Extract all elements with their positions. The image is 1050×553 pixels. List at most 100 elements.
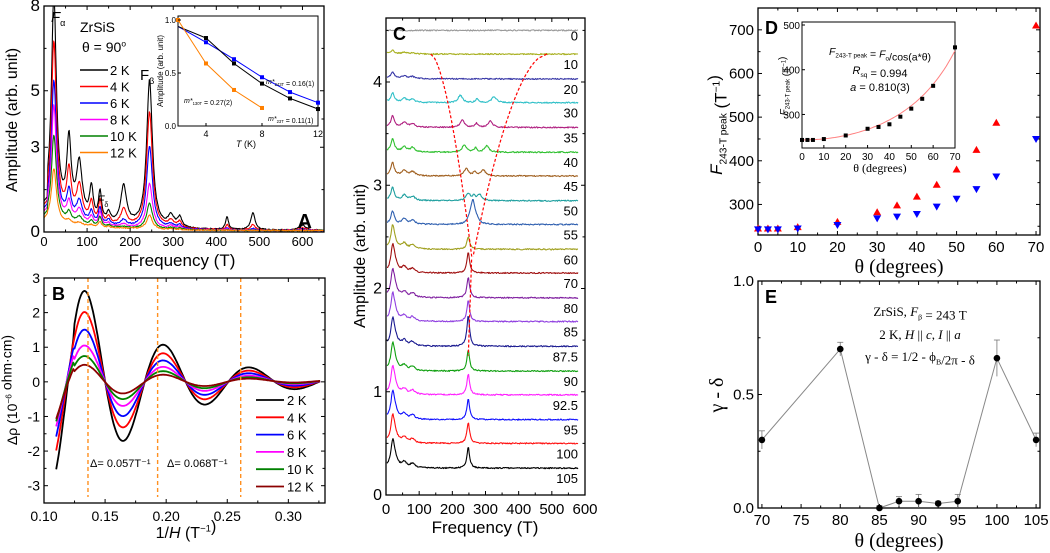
text-span: = 0.16(1) (284, 81, 314, 88)
text-span: = 0.27(2) (202, 100, 232, 107)
data-point (915, 497, 922, 505)
text-span: ZrSiS, (873, 304, 910, 319)
text-span: = 243 T (922, 307, 967, 322)
series-line-12K (55, 363, 321, 420)
text-span: H (904, 327, 915, 342)
inset-data-point (204, 61, 208, 66)
superscript: −6 (3, 394, 13, 404)
x-tick-label: 0 (40, 234, 47, 249)
angle-label: 35 (564, 130, 578, 145)
x-tick-label: 10 (789, 239, 806, 256)
panel-a: 0 100 200 300 400 500 600 0 3 5 8 Frequency (T) Ampl… (4, 0, 325, 270)
plot-area (55, 289, 321, 470)
inset-data-point (316, 100, 320, 105)
y-tick-label: 700 (729, 22, 754, 39)
inset-data-point (953, 45, 957, 50)
text-span: c (926, 327, 932, 342)
axes-frame (43, 277, 326, 504)
x-tick-label: 400 (205, 234, 227, 249)
legend-entry: 6 K (287, 428, 307, 443)
text-span: ) (778, 57, 789, 60)
inset-fit-line (177, 25, 319, 104)
text-span: = 0.810(3) (856, 82, 910, 94)
x-tick-label: 600 (292, 234, 314, 249)
text-span: a (954, 327, 961, 342)
x-tick-label: 0.10 (30, 508, 57, 524)
inset-data-point (865, 126, 870, 131)
inset-x-tick-label: 20 (840, 152, 852, 163)
y-tick-label: 1 (32, 339, 40, 355)
x-tick-label: 80 (832, 512, 849, 529)
annotation-line-2: 2 K, H || c, I || a (879, 327, 961, 342)
inset-x-axis-label: θ (degrees) (853, 161, 906, 175)
text-span: F (779, 108, 790, 115)
text-span: 2 K, (879, 327, 905, 342)
inset-x-tick-label: 70 (949, 152, 961, 163)
angle-label: 85 (564, 325, 578, 340)
f-delta-label: Fδ (97, 193, 108, 209)
text-span: T (236, 139, 243, 149)
subscript: sq (860, 72, 867, 79)
inset-y-tick-label: 300 (783, 110, 800, 121)
subscript: B (936, 357, 941, 366)
text-span: F (707, 163, 726, 175)
text-span: ) (704, 75, 723, 81)
subscript: 243T (275, 82, 285, 87)
inset-x-tick-label: 10 (818, 152, 830, 163)
data-point-triangle-up (932, 180, 941, 188)
legend-entry: 12 K (110, 146, 137, 161)
x-tick-label: 0 (754, 239, 762, 256)
x-tick-label: 30 (869, 239, 886, 256)
angle-label: 45 (564, 179, 578, 194)
data-point (758, 436, 766, 444)
x-tick-label: 500 (539, 501, 564, 518)
angle-label: 20 (564, 82, 578, 97)
series-line-12K (44, 168, 324, 232)
text-span: F (51, 9, 61, 26)
y-tick-label: 2 (373, 281, 382, 298)
angle-trace-45 (386, 161, 579, 178)
x-tick-label: 0 (382, 501, 390, 518)
x-tick-label: 600 (572, 501, 597, 518)
inset-data-point (909, 106, 914, 111)
x-tick-label: 70 (1028, 239, 1045, 256)
inset-data-point (204, 40, 208, 45)
angle-label: 0 (571, 28, 578, 43)
inset-data-point (843, 133, 848, 138)
legend-entry: 12 K (287, 480, 314, 495)
x-tick-label: 0.25 (214, 508, 241, 524)
angle-label: 70 (564, 276, 578, 291)
angle-label: 87.5 (553, 349, 578, 364)
inset-data-point (805, 137, 810, 142)
x-tick-label: 60 (988, 239, 1005, 256)
angle-trace-100 (386, 413, 579, 445)
inset-data-point (232, 57, 236, 62)
y-tick-label: 8 (31, 0, 40, 15)
r-squared-label: Rsq = 0.994 (853, 65, 908, 80)
angle-label: 105 (556, 471, 578, 486)
inset-y-axis-label: F243-T peak (T−1) (778, 57, 793, 116)
data-point-triangle-down (793, 225, 802, 233)
annotation-line-1: ZrSiS, Fβ = 243 T (873, 304, 966, 322)
superscript: o (121, 38, 126, 48)
angle-label: 50 (564, 204, 578, 219)
subscript: 23T (277, 119, 285, 124)
angle-trace-90 (386, 341, 579, 373)
text-span: /2π - δ (941, 352, 975, 367)
inset-data-point (260, 105, 264, 110)
angle-label: 95 (564, 423, 578, 438)
subscript: δ (104, 200, 108, 209)
inset-data-point (232, 61, 236, 66)
fit-equation: F243-T peak = Fo/cos(a*θ) (829, 46, 931, 63)
legend-entry: 2 K (110, 63, 130, 78)
angle-trace-10 (386, 49, 579, 56)
text-span: (T (711, 92, 730, 113)
connecting-line (761, 348, 1037, 509)
data-point-triangle-down (893, 213, 902, 221)
inset-x-axis-label: T (K) (236, 139, 256, 149)
data-point-triangle-up (1032, 21, 1041, 29)
inset-y-tick-label: 1.0 (165, 16, 177, 25)
inset-fit-line (177, 19, 263, 109)
inset-y-tick-label: 500 (783, 21, 800, 32)
legend-entry: 8 K (110, 113, 130, 128)
